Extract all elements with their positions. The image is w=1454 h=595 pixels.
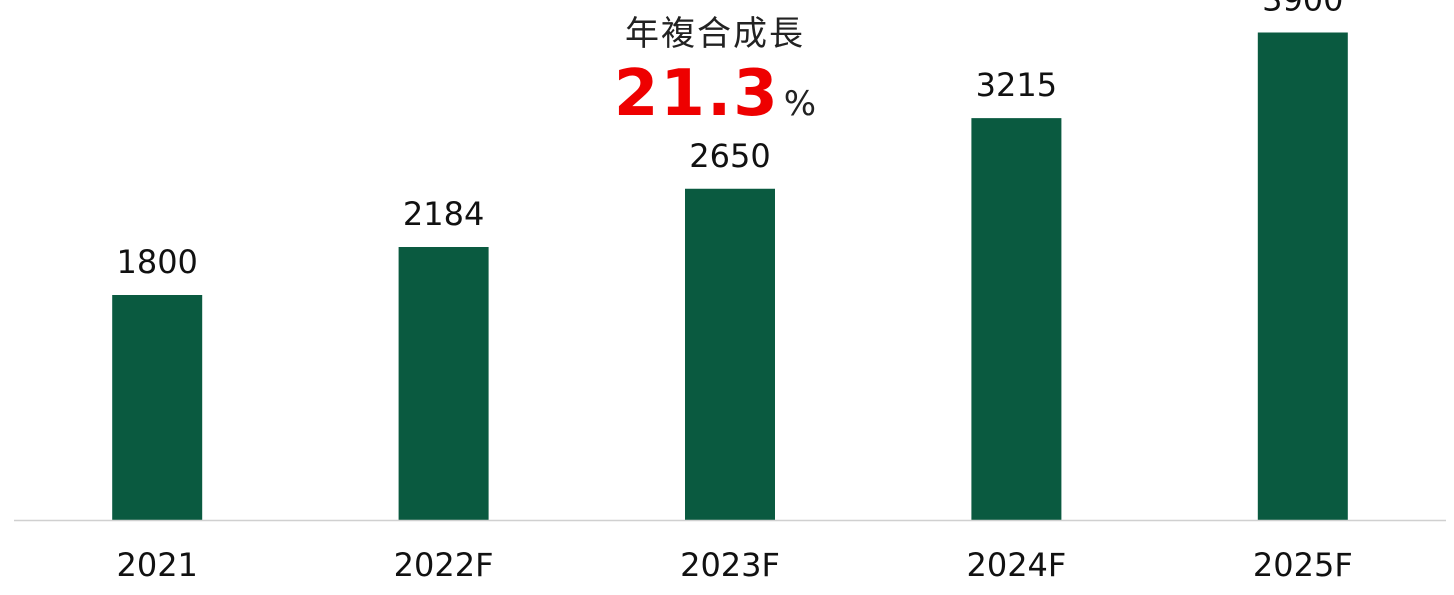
cagr-unit: %: [783, 84, 817, 124]
cagr-value: 21.3: [613, 57, 780, 131]
bar-2021: [112, 295, 203, 520]
bar-2025F: [1257, 32, 1348, 520]
x-tick-label-2022F: 2022F: [394, 546, 494, 584]
bar-2024F: [971, 118, 1062, 520]
data-label-2024F: 3215: [976, 66, 1057, 104]
cagr-value-line: 21.3%: [560, 60, 870, 144]
x-tick-label-2021: 2021: [116, 546, 197, 584]
x-tick-label-2025F: 2025F: [1253, 546, 1353, 584]
cagr-title: 年複合成長: [625, 14, 805, 54]
cagr-annotation: 年複合成長 21.3%: [560, 8, 870, 144]
bar-group: [112, 32, 1348, 520]
x-tick-label-2024F: 2024F: [966, 546, 1066, 584]
data-label-group: 1800 2184 2650 3215 3900: [116, 0, 1343, 281]
data-label-2023F: 2650: [689, 137, 770, 175]
data-label-2025F: 3900: [1262, 0, 1343, 19]
bar-2023F: [685, 188, 775, 520]
x-tick-label-group: 2021 2022F 2023F 2024F 2025F: [116, 546, 1352, 584]
x-tick-label-2023F: 2023F: [680, 546, 780, 584]
bar-2022F: [398, 247, 489, 520]
data-label-2021: 1800: [116, 243, 197, 281]
data-label-2022F: 2184: [403, 195, 484, 233]
